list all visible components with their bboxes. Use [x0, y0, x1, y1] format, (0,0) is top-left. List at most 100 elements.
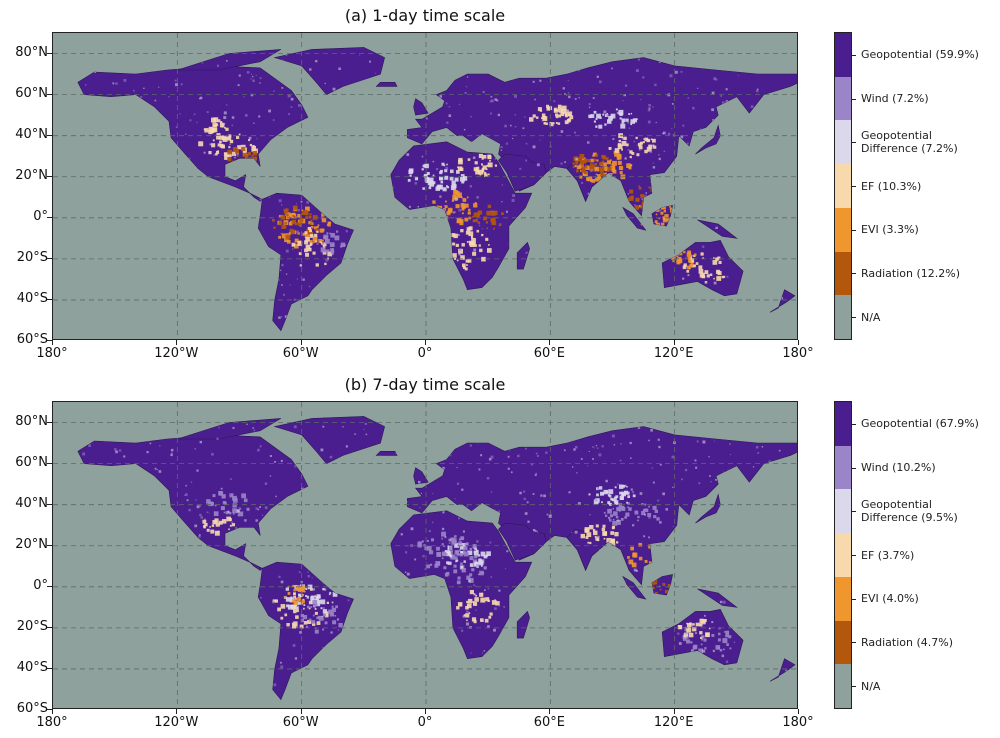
speckle-geopotential_difference: [285, 273, 288, 275]
speckle-wind: [722, 101, 725, 104]
speckle-wind: [648, 505, 650, 508]
speckle-wind: [490, 455, 494, 459]
speckle-geopotential_difference: [459, 543, 462, 547]
landmass-canadian-arctic: [177, 49, 282, 71]
speckle-wind: [340, 242, 346, 247]
speckle-ef: [209, 526, 211, 528]
speckle-geopotential_difference: [317, 600, 321, 604]
colorbar-segment-ef: [835, 164, 851, 208]
speckle-geopotential_difference: [409, 174, 412, 177]
lat-tick: [47, 93, 52, 95]
speckle-evi: [663, 210, 666, 213]
speckle-ef: [296, 609, 299, 613]
colorbar-segment-wind: [835, 445, 851, 490]
speckle-wind: [464, 91, 467, 94]
speckle-ef: [706, 274, 710, 278]
speckle-geopotential_difference: [648, 439, 650, 442]
speckle-wind: [334, 235, 340, 241]
speckle-evi: [654, 220, 658, 224]
speckle-geopotential_difference: [444, 536, 447, 539]
speckle-geopotential_difference: [618, 109, 624, 115]
speckle-geopotential_difference: [621, 121, 624, 124]
lat-tick-label: 20°N: [15, 167, 48, 183]
speckle-geopotential_difference: [280, 459, 283, 462]
speckle-radiation: [580, 161, 583, 165]
speckle-geopotential_difference: [194, 524, 198, 528]
speckle-ef: [305, 252, 309, 257]
speckle-wind: [669, 74, 673, 78]
speckle-wind: [256, 138, 258, 140]
speckle-wind: [231, 124, 234, 127]
speckle-wind: [606, 114, 610, 117]
speckle-ef: [704, 270, 709, 274]
speckle-ef: [471, 617, 477, 622]
speckle-radiation: [235, 150, 239, 154]
speckle-wind: [627, 506, 629, 508]
speckle-evi: [610, 165, 616, 171]
speckle-geopotential_difference: [710, 481, 712, 483]
speckle-ef: [465, 259, 469, 263]
speckle-geopotential_difference: [288, 113, 290, 115]
speckle-ef: [251, 149, 255, 152]
colorbar-tick: [852, 186, 856, 187]
speckle-radiation: [639, 206, 643, 209]
speckle-geopotential_difference: [450, 169, 454, 174]
speckle-geopotential_difference: [621, 497, 624, 500]
speckle-geopotential_difference: [410, 527, 414, 531]
speckle-geopotential_difference: [478, 468, 481, 471]
speckle-wind: [255, 507, 258, 510]
speckle-ef: [708, 627, 711, 630]
speckle-geopotential_difference: [580, 458, 583, 460]
speckle-wind: [331, 607, 336, 612]
speckle-ef: [203, 525, 206, 529]
speckle-geopotential_difference: [613, 444, 616, 446]
speckle-evi: [452, 211, 455, 214]
speckle-wind: [159, 445, 161, 447]
speckle-wind: [566, 110, 569, 113]
speckle-ef: [474, 161, 478, 165]
speckle-geopotential_difference: [619, 484, 624, 489]
speckle-radiation: [286, 213, 289, 217]
speckle-geopotential_difference: [244, 519, 247, 522]
speckle-evi: [304, 233, 309, 238]
speckle-wind: [175, 126, 178, 128]
speckle-wind: [306, 200, 310, 204]
speckle-geopotential_difference: [407, 179, 411, 182]
speckle-ef: [224, 155, 229, 160]
speckle-wind: [329, 232, 331, 235]
speckle-wind: [469, 444, 472, 447]
speckle-wind: [473, 544, 476, 546]
lat-tick-label: 20°S: [16, 249, 48, 265]
colorbar-segment-radiation: [835, 620, 851, 665]
speckle-radiation: [607, 166, 612, 171]
speckle-evi: [579, 175, 583, 179]
speckle-ef: [307, 226, 311, 230]
speckle-ef: [280, 616, 284, 620]
speckle-geopotential_difference: [323, 588, 327, 591]
speckle-geopotential_difference: [281, 284, 283, 286]
speckle-geopotential_difference: [462, 615, 465, 618]
speckle-geopotential_difference: [659, 521, 662, 524]
speckle-geopotential_difference: [332, 87, 336, 91]
speckle-geopotential_difference: [721, 654, 725, 658]
speckle-ef: [546, 104, 550, 108]
speckle-wind: [259, 445, 262, 448]
speckle-evi: [466, 196, 469, 199]
speckle-wind: [594, 498, 598, 502]
speckle-ef: [211, 143, 216, 148]
speckle-geopotential_difference: [281, 316, 283, 318]
legend-label-geopotential_difference: Geopotential Difference (9.5%): [861, 498, 958, 525]
speckle-wind: [308, 285, 311, 288]
speckle-ef: [468, 231, 474, 237]
speckle-geopotential_difference: [658, 61, 661, 63]
speckle-ef: [529, 117, 534, 122]
speckle-geopotential_difference: [588, 114, 592, 119]
speckle-geopotential_difference: [568, 491, 571, 494]
speckle-wind: [185, 133, 187, 135]
speckle-geopotential_difference: [299, 225, 301, 227]
speckle-radiation: [472, 215, 475, 218]
speckle-wind: [278, 199, 282, 203]
speckle-geopotential_difference: [680, 135, 684, 139]
speckle-radiation: [232, 147, 238, 152]
speckle-geopotential_difference: [258, 115, 261, 118]
